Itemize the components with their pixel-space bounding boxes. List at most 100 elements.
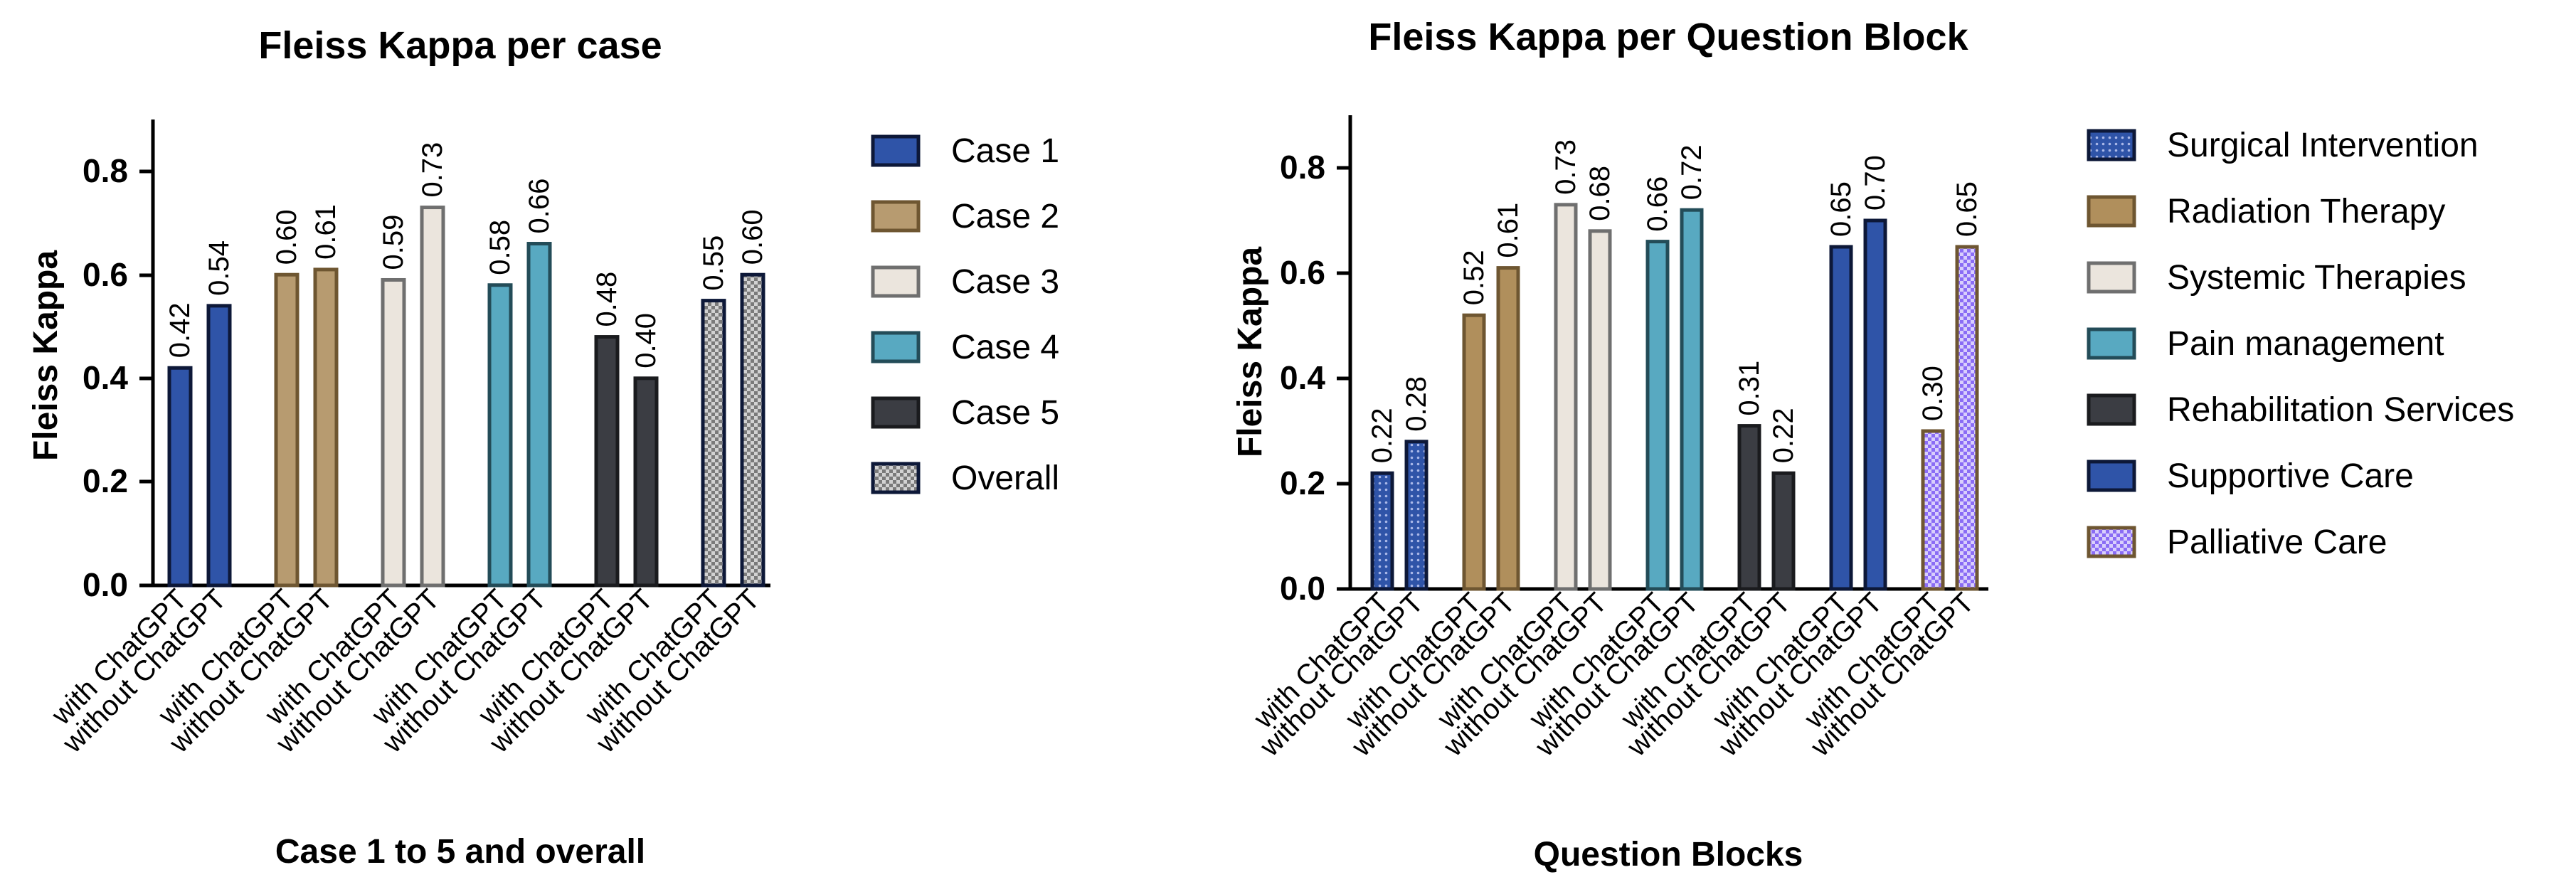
bar — [1462, 313, 1486, 591]
bar — [1645, 240, 1670, 591]
chart-1-y-tick-label: 0.6 — [83, 256, 128, 293]
bar — [420, 206, 445, 588]
legend-swatch — [871, 462, 921, 494]
chart-1-y-tick: 0.6 — [83, 256, 153, 293]
bar — [1771, 471, 1796, 591]
chart-1-title: Fleiss Kappa per case — [258, 24, 662, 67]
legend-swatch — [2087, 327, 2136, 360]
chart-1-bars — [167, 206, 765, 588]
bar-value-label: 0.68 — [1584, 166, 1616, 221]
bar-value-label: 0.65 — [1825, 181, 1857, 237]
legend-label: Palliative Care — [2167, 524, 2387, 561]
chart-2-y-tick-label: 0.6 — [1280, 254, 1325, 291]
legend-label: Case 3 — [951, 263, 1059, 301]
bar — [381, 277, 406, 588]
bar-value-label: 0.52 — [1458, 250, 1490, 305]
legend-swatch — [871, 396, 921, 429]
legend-swatch — [871, 200, 921, 233]
chart-2-y-tick: 0.2 — [1280, 464, 1350, 501]
bar — [594, 335, 620, 588]
bar — [1737, 424, 1761, 591]
legend-label: Case 1 — [951, 132, 1059, 170]
chart-1: Fleiss Kappa per case Fleiss Kappa Case … — [27, 24, 1059, 871]
chart-2-y-tick: 0.0 — [1280, 570, 1350, 607]
chart-1-y-tick: 0.4 — [83, 359, 153, 396]
bar — [1370, 471, 1394, 591]
legend-label: Radiation Therapy — [2167, 193, 2445, 230]
bar-value-label: 0.42 — [164, 302, 196, 358]
bar — [1921, 429, 1945, 591]
legend-label: Case 5 — [951, 394, 1059, 432]
chart-1-legend: Case 1 Case 2 Case 3 Case 4 Case 5 Overall — [871, 132, 1059, 497]
legend-swatch — [2087, 195, 2136, 228]
bar — [1829, 245, 1853, 591]
chart-1-x-axis-label: Case 1 to 5 and overall — [275, 833, 645, 871]
chart-2: Fleiss Kappa per Question Block Fleiss K… — [1231, 16, 2514, 873]
bar-value-label: 0.61 — [310, 204, 341, 260]
chart-1-y-tick-label: 0.4 — [83, 359, 128, 396]
bar-value-label: 0.70 — [1860, 155, 1891, 211]
legend-label: Surgical Intervention — [2167, 127, 2479, 164]
chart-2-y-tick-label: 0.8 — [1280, 149, 1325, 186]
bar-value-label: 0.30 — [1917, 366, 1949, 421]
bar — [167, 366, 193, 588]
legend-label: Case 2 — [951, 198, 1059, 235]
bar — [1955, 245, 1979, 591]
bar-value-label: 0.66 — [524, 179, 555, 234]
legend-swatch — [2087, 460, 2136, 492]
legend-swatch — [2087, 526, 2136, 558]
bar-value-label: 0.60 — [271, 209, 302, 265]
bar — [633, 376, 659, 588]
bar — [1496, 266, 1520, 591]
bar — [526, 242, 552, 588]
chart-2-y-axis-label: Fleiss Kappa — [1231, 247, 1269, 457]
chart-1-y-tick: 0.8 — [83, 152, 153, 189]
bar-value-label: 0.60 — [737, 209, 768, 265]
bar-value-label: 0.54 — [203, 240, 235, 296]
chart-2-y-ticks: 0.0 0.2 0.4 0.6 0.8 — [1280, 149, 1350, 607]
bar-value-label: 0.58 — [484, 220, 516, 275]
bar — [274, 272, 300, 588]
bar-value-label: 0.31 — [1734, 361, 1765, 416]
bar-value-label: 0.22 — [1367, 408, 1398, 463]
chart-2-y-tick-label: 0.2 — [1280, 464, 1325, 501]
legend-swatch — [2087, 129, 2136, 161]
legend-label: Rehabilitation Services — [2167, 391, 2514, 429]
chart-1-y-tick-label: 0.2 — [83, 462, 128, 499]
legend-swatch — [2087, 393, 2136, 426]
bar — [1554, 203, 1578, 591]
chart-2-title: Fleiss Kappa per Question Block — [1368, 16, 1968, 58]
chart-1-data-labels: 0.420.54 0.60 0.61 0.59 0.73 0.58 0.66 0.48 0.40… — [164, 142, 768, 368]
bar-value-label: 0.61 — [1493, 203, 1524, 258]
bar — [1588, 229, 1612, 591]
bar-value-label: 0.28 — [1401, 376, 1432, 432]
bar-value-label: 0.65 — [1951, 181, 1983, 237]
chart-2-data-labels: 0.220.280.520.610.73 0.68 0.660.720.310.22… — [1367, 139, 1983, 463]
bar-value-label: 0.55 — [698, 235, 729, 291]
chart-1-y-axis-label: Fleiss Kappa — [27, 250, 65, 461]
chart-2-y-tick: 0.4 — [1280, 359, 1350, 396]
bar-value-label: 0.66 — [1642, 176, 1673, 232]
legend-label: Systemic Therapies — [2167, 259, 2466, 297]
bar-value-label: 0.22 — [1768, 408, 1799, 463]
legend-label: Supportive Care — [2167, 457, 2414, 495]
bar — [1404, 440, 1429, 591]
bar-value-label: 0.73 — [417, 142, 448, 198]
chart-1-y-tick-label: 0.8 — [83, 152, 128, 189]
bar — [1680, 208, 1704, 591]
legend-label: Pain management — [2167, 325, 2444, 363]
chart-2-y-tick: 0.8 — [1280, 149, 1350, 186]
bar-value-label: 0.73 — [1550, 139, 1581, 195]
chart-2-bars — [1370, 203, 1979, 591]
bar — [701, 299, 726, 588]
bar-value-label: 0.59 — [378, 215, 409, 270]
chart-1-y-ticks: 0.0 0.2 0.4 0.6 0.8 — [83, 152, 153, 603]
legend-label: Case 4 — [951, 329, 1059, 366]
bar-value-label: 0.40 — [630, 313, 662, 368]
chart-2-x-axis-label: Question Blocks — [1534, 836, 1803, 873]
legend-label: Overall — [951, 460, 1059, 497]
chart-2-y-tick-label: 0.4 — [1280, 359, 1325, 396]
